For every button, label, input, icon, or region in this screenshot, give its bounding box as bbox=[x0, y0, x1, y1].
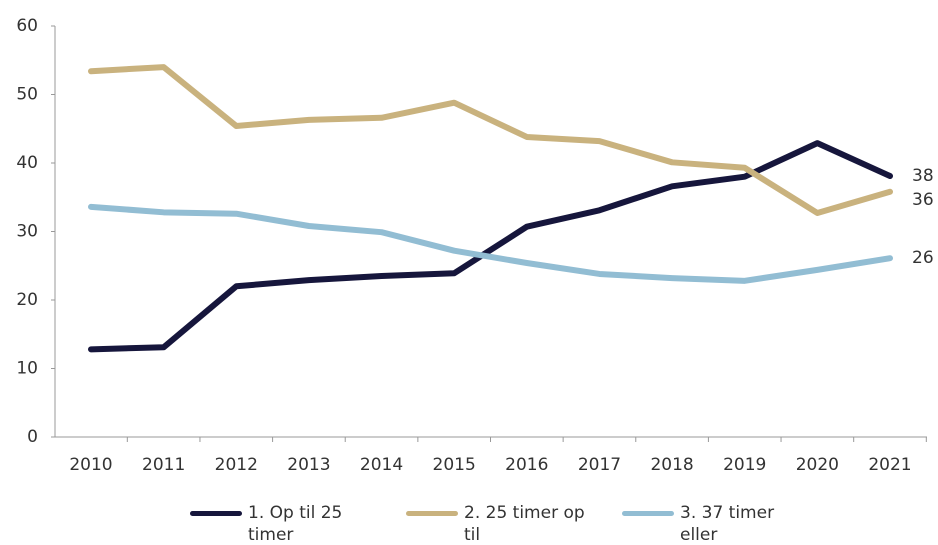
legend-swatch bbox=[406, 511, 458, 516]
data-label: 26 bbox=[912, 248, 934, 268]
y-tick-label: 10 bbox=[16, 359, 38, 379]
series-line bbox=[88, 203, 893, 284]
x-tick-label: 2010 bbox=[69, 455, 112, 475]
legend-label: 3. 37 timer eller bbox=[680, 503, 775, 545]
legend-swatch bbox=[622, 511, 674, 516]
y-tick-label: 30 bbox=[16, 222, 38, 242]
legend: 1. Op til 25 timer 2. 25 timer op til 3. 3… bbox=[190, 502, 810, 545]
y-tick-label: 0 bbox=[27, 427, 38, 447]
x-tick-label: 2013 bbox=[287, 455, 330, 475]
legend-label: 1. Op til 25 timer bbox=[248, 503, 343, 545]
series-line bbox=[88, 140, 893, 353]
x-tick-label: 2016 bbox=[505, 455, 548, 475]
legend-label: 2. 25 timer op til bbox=[464, 503, 585, 545]
legend-item: 3. 37 timer eller bbox=[622, 502, 810, 545]
legend-swatch bbox=[190, 511, 242, 516]
data-label: 36 bbox=[912, 190, 934, 210]
y-tick-label: 20 bbox=[16, 290, 38, 310]
x-tick-label: 2015 bbox=[433, 455, 476, 475]
x-tick-label: 2011 bbox=[142, 455, 185, 475]
legend-item: 1. Op til 25 timer bbox=[190, 502, 378, 545]
series-line bbox=[88, 64, 893, 217]
legend-item: 2. 25 timer op til bbox=[406, 502, 594, 545]
x-tick-label: 2021 bbox=[868, 455, 911, 475]
x-tick-label: 2012 bbox=[215, 455, 258, 475]
y-tick-label: 50 bbox=[16, 85, 38, 105]
x-tick-label: 2014 bbox=[360, 455, 403, 475]
x-tick-label: 2018 bbox=[650, 455, 693, 475]
y-tick-label: 40 bbox=[16, 153, 38, 173]
data-label: 38 bbox=[912, 166, 934, 186]
x-tick-label: 2017 bbox=[578, 455, 621, 475]
y-tick-label: 60 bbox=[16, 16, 38, 36]
x-tick-label: 2019 bbox=[723, 455, 766, 475]
x-tick-label: 2020 bbox=[796, 455, 839, 475]
